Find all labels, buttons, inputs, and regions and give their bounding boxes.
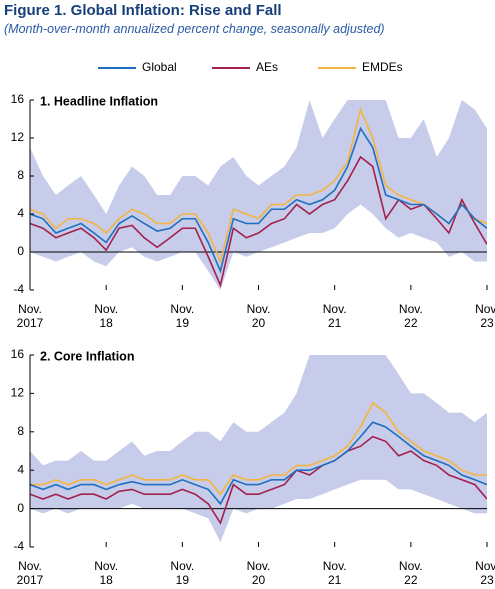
- y-tick-label: 4: [17, 462, 24, 476]
- legend-label: Global: [142, 60, 177, 74]
- x-tick-label: Nov. 21: [322, 302, 347, 330]
- range-band: [30, 355, 487, 543]
- x-tick-label: Nov. 21: [322, 559, 347, 587]
- x-tick-label: Nov. 18: [94, 302, 119, 330]
- y-tick-label: -4: [13, 539, 24, 553]
- y-tick-label: 0: [17, 501, 24, 515]
- x-tick-label: Nov. 23: [475, 302, 495, 330]
- series-line: [30, 435, 487, 525]
- y-tick-label: 12: [11, 130, 25, 144]
- plot: [30, 355, 487, 543]
- x-tick-label: Nov. 22: [398, 302, 423, 330]
- y-tick-label: 16: [11, 347, 25, 361]
- series-line: [30, 421, 487, 506]
- x-tick-label: Nov. 20: [246, 559, 271, 587]
- x-tick-label: Nov. 23: [475, 559, 495, 587]
- series-line: [30, 155, 487, 288]
- series-line: [30, 106, 487, 265]
- plot: [30, 100, 487, 290]
- panel-title: 1. Headline Inflation: [40, 94, 158, 108]
- x-tick-label: Nov. 20: [246, 302, 271, 330]
- y-tick-label: -4: [13, 282, 24, 296]
- y-tick-label: 12: [11, 386, 25, 400]
- x-tick-label: Nov. 22: [398, 559, 423, 587]
- x-tick-label: Nov. 2017: [16, 559, 44, 587]
- x-tick-label: Nov. 19: [170, 559, 195, 587]
- y-tick-label: 8: [17, 424, 24, 438]
- range-band: [30, 100, 487, 290]
- x-tick-label: Nov. 18: [94, 559, 119, 587]
- x-tick-label: Nov. 2017: [16, 302, 44, 330]
- series-line: [30, 401, 487, 496]
- y-tick-label: 16: [11, 92, 25, 106]
- figure-title: Figure 1. Global Inflation: Rise and Fal…: [4, 2, 282, 19]
- y-tick-label: 0: [17, 244, 24, 258]
- panel-title: 2. Core Inflation: [40, 349, 134, 363]
- figure-subtitle: (Month-over-month annualized percent cha…: [4, 22, 385, 36]
- legend-label: EMDEs: [362, 60, 403, 74]
- y-tick-label: 8: [17, 168, 24, 182]
- x-tick-label: Nov. 19: [170, 302, 195, 330]
- series-line: [30, 126, 487, 274]
- y-tick-label: 4: [17, 206, 24, 220]
- legend-label: AEs: [256, 60, 278, 74]
